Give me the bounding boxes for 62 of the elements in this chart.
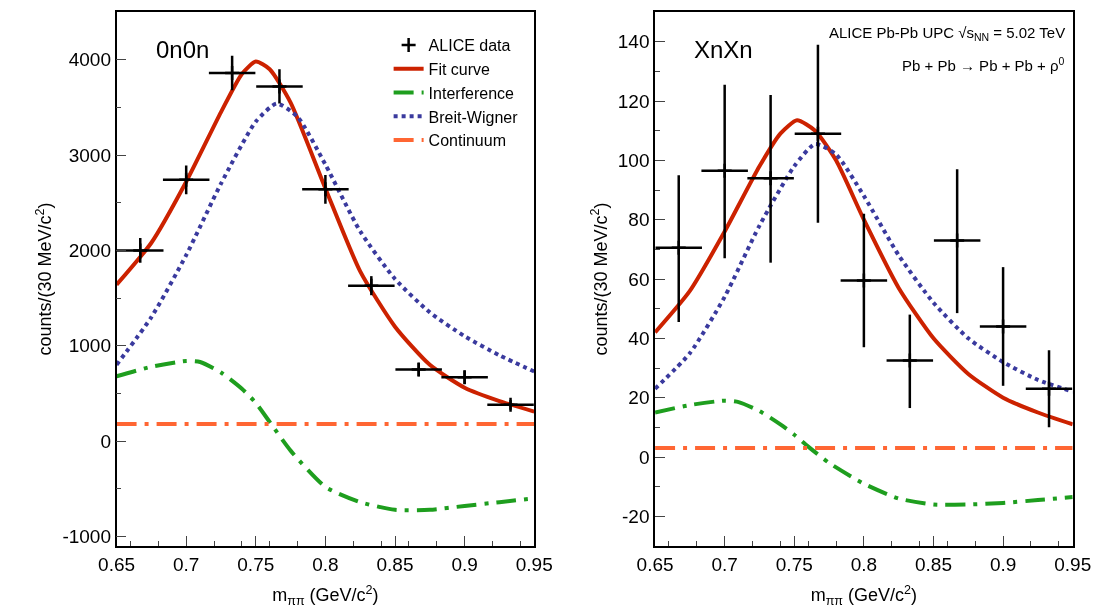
line-series	[116, 59, 535, 414]
x-tick-label: 0.65	[636, 553, 674, 575]
y-tick-label: 60	[628, 268, 650, 290]
x-tick-label: 0.65	[98, 553, 136, 575]
legend-label: Interference	[428, 84, 515, 102]
y-tick-label: 140	[617, 31, 650, 53]
legend-label: Breit-Wigner	[428, 108, 519, 126]
annotation: Pb + Pb → Pb + Pb + ρ$^{0}$	[902, 55, 1065, 75]
legend-label: ALICE data	[428, 37, 511, 55]
point	[716, 162, 733, 179]
point	[670, 239, 687, 257]
point	[901, 352, 919, 369]
point	[410, 361, 427, 378]
y-tick-label: -1000	[62, 526, 112, 548]
x-axis-title: m$_{ππ}$ (GeV/c$^{2}$)	[810, 582, 918, 608]
line-series	[655, 118, 1073, 427]
x-axis-title: m$_{ππ}$ (GeV/c$^{2}$)	[272, 582, 379, 608]
x-tick-label: 0.8	[850, 553, 878, 575]
y-tick-label: 100	[617, 149, 650, 171]
x-tick-label: 0.75	[237, 553, 275, 575]
point	[502, 396, 519, 414]
annotation: 0n0n	[156, 36, 210, 63]
y-tick-label: 40	[628, 327, 650, 349]
y-tick-label: 80	[628, 209, 650, 231]
annotation: ALICE Pb-Pb UPC √s$_{NN}$ = 5.02 TeV	[829, 24, 1066, 44]
y-tick-label: -20	[622, 505, 650, 527]
y-tick-label: 4000	[68, 49, 112, 71]
line-series	[116, 101, 535, 374]
x-tick-label: 0.85	[376, 553, 414, 575]
y-tick-label: 120	[617, 90, 650, 112]
point	[948, 232, 966, 249]
point	[762, 169, 779, 187]
x-tick-label: 0.95	[1054, 553, 1092, 575]
point	[809, 125, 827, 142]
x-tick-label: 0.9	[451, 553, 478, 575]
x-tick-label: 0.7	[711, 553, 738, 575]
point	[456, 368, 473, 386]
y-tick-label: 0	[638, 446, 650, 468]
annotation: XnXn	[694, 36, 753, 63]
legend-label: Fit curve	[428, 60, 491, 78]
x-tick-label: 0.9	[989, 553, 1017, 575]
point	[132, 242, 149, 259]
point	[223, 64, 241, 82]
x-tick-label: 0.95	[515, 553, 553, 575]
y-tick-label: 3000	[68, 144, 112, 166]
point	[855, 272, 873, 289]
x-tick-label: 0.75	[775, 553, 813, 575]
legend-label: Continuum	[428, 132, 506, 150]
y-tick-label: 20	[628, 387, 650, 409]
point	[271, 78, 288, 95]
y-tick-label: 0	[100, 430, 112, 452]
point	[317, 181, 334, 198]
x-tick-label: 0.85	[915, 553, 952, 575]
x-tick-label: 0.7	[172, 553, 200, 575]
point	[363, 277, 380, 294]
line-series	[655, 398, 1073, 507]
point	[177, 171, 195, 189]
y-tick-label: 1000	[68, 335, 112, 357]
point	[1040, 380, 1058, 398]
point	[994, 318, 1012, 335]
x-tick-label: 0.8	[312, 553, 339, 575]
y-tick-label: 2000	[68, 240, 112, 262]
